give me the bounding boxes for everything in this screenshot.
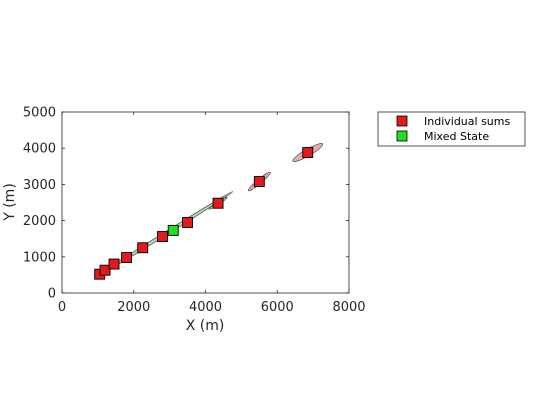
y-tick-label: 5000 <box>23 106 56 121</box>
data-point <box>99 264 111 276</box>
x-axis-label: X (m) <box>186 318 225 334</box>
legend-marker-individual-sums <box>396 115 408 127</box>
x-tick-label: 6000 <box>261 300 294 315</box>
y-tick-label: 2000 <box>23 214 56 229</box>
data-point <box>182 216 194 228</box>
x-tick-label: 4000 <box>189 300 222 315</box>
legend: Individual sums Mixed State <box>377 111 526 147</box>
y-tick-label: 4000 <box>23 142 56 157</box>
data-point <box>121 252 133 263</box>
x-tick-label: 8000 <box>332 300 365 315</box>
data-point <box>253 176 265 187</box>
data-point <box>167 224 179 236</box>
x-tick-label: 0 <box>58 300 66 315</box>
legend-marker-mixed-state <box>396 130 408 142</box>
data-point <box>302 147 314 158</box>
legend-label-mixed-state: Mixed State <box>424 130 489 143</box>
x-tick-label: 2000 <box>117 300 150 315</box>
y-axis-label: Y (m) <box>2 183 18 222</box>
y-axis-ticks: 0 1000 2000 3000 4000 5000 <box>23 106 349 302</box>
data-markers <box>94 147 314 280</box>
data-point <box>212 197 224 209</box>
y-tick-label: 3000 <box>23 178 56 193</box>
data-point <box>156 231 168 242</box>
data-point <box>137 242 149 254</box>
legend-label-individual-sums: Individual sums <box>424 115 510 128</box>
data-point <box>108 258 120 270</box>
x-axis-ticks: 0 2000 4000 6000 8000 <box>58 112 366 315</box>
y-tick-label: 0 <box>48 287 56 302</box>
y-tick-label: 1000 <box>23 250 56 265</box>
